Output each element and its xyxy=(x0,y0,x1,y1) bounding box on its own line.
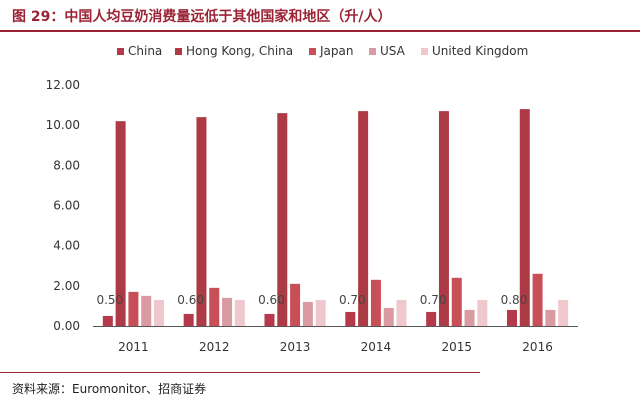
bar-2-2 xyxy=(290,283,301,326)
y-tick-label-3: 6.00 xyxy=(53,199,80,213)
y-tick-label-5: 10.00 xyxy=(46,118,80,132)
legend-swatch-2 xyxy=(309,48,316,55)
x-tick-label-2: 2013 xyxy=(280,340,311,354)
legend-label-0: China xyxy=(128,44,162,58)
bar-0-5 xyxy=(506,309,517,326)
data-label-4: 0.70 xyxy=(420,293,447,307)
x-tick-label-5: 2016 xyxy=(522,340,553,354)
legend-label-4: United Kingdom xyxy=(432,44,528,58)
y-tick-label-4: 8.00 xyxy=(53,158,80,172)
bar-3-0 xyxy=(141,295,152,326)
data-label-3: 0.70 xyxy=(339,293,366,307)
legend-label-3: USA xyxy=(380,44,406,58)
footer-divider xyxy=(0,372,480,373)
bar-1-4 xyxy=(438,111,449,326)
legend-swatch-3 xyxy=(369,48,376,55)
bar-3-1 xyxy=(222,297,233,326)
legend-label-1: Hong Kong, China xyxy=(186,44,293,58)
legend-label-2: Japan xyxy=(319,44,353,58)
bar-4-2 xyxy=(315,299,326,326)
x-tick-label-4: 2015 xyxy=(441,340,472,354)
bar-chart: China Hong Kong, China Japan USA United King… xyxy=(46,44,578,354)
x-tick-label-3: 2014 xyxy=(361,340,392,354)
bar-0-2 xyxy=(264,313,275,326)
bar-0-0 xyxy=(102,315,113,326)
bar-2-3 xyxy=(370,279,381,326)
y-tick-label-6: 12.00 xyxy=(46,78,80,92)
data-label-2: 0.60 xyxy=(258,293,285,307)
legend-swatch-1 xyxy=(175,48,182,55)
title-bar: 图 29：中国人均豆奶消费量远低于其他国家和地区（升/人） xyxy=(0,0,640,32)
data-label-1: 0.60 xyxy=(177,293,204,307)
figure-title: 图 29：中国人均豆奶消费量远低于其他国家和地区（升/人） xyxy=(12,9,392,25)
bar-1-1 xyxy=(196,117,207,326)
bar-2-0 xyxy=(128,291,139,326)
bar-4-4 xyxy=(477,299,488,326)
bar-4-0 xyxy=(154,299,165,326)
bar-3-2 xyxy=(302,301,313,326)
y-tick-label-1: 2.00 xyxy=(53,279,80,293)
data-label-5: 0.80 xyxy=(501,293,528,307)
y-tick-label-2: 4.00 xyxy=(53,239,80,253)
y-tick-label-0: 0.00 xyxy=(53,319,80,333)
bar-1-2 xyxy=(277,113,288,326)
bar-3-3 xyxy=(383,307,394,326)
source-note: 资料来源：Euromonitor、招商证券 xyxy=(12,382,207,396)
bar-0-3 xyxy=(345,311,356,326)
bar-2-1 xyxy=(209,287,220,326)
legend-swatch-0 xyxy=(117,48,124,55)
bar-1-0 xyxy=(115,121,126,327)
bar-0-4 xyxy=(426,311,437,326)
legend-swatch-4 xyxy=(421,48,428,55)
x-tick-label-0: 2011 xyxy=(118,340,149,354)
bar-4-5 xyxy=(558,299,569,326)
data-label-0: 0.50 xyxy=(96,293,123,307)
bar-3-5 xyxy=(545,309,556,326)
bar-0-1 xyxy=(183,313,194,326)
x-tick-label-1: 2012 xyxy=(199,340,230,354)
bar-1-3 xyxy=(358,111,369,326)
bar-2-5 xyxy=(532,273,543,326)
bar-3-4 xyxy=(464,309,475,326)
bar-1-5 xyxy=(519,109,530,326)
bar-4-3 xyxy=(396,299,407,326)
bar-4-1 xyxy=(234,299,245,326)
bar-2-4 xyxy=(451,277,462,326)
